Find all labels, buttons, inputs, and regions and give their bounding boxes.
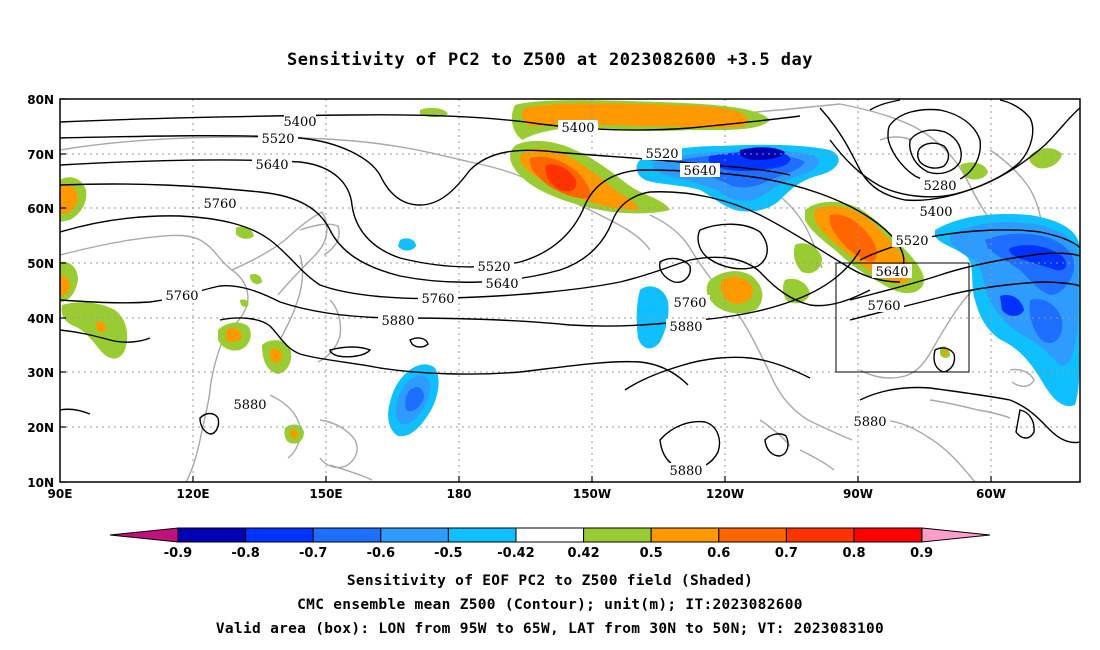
contour-label: 5880	[233, 398, 266, 413]
colorbar-label: -0.6	[367, 546, 395, 561]
contour-label: 5760	[867, 299, 900, 314]
colorbar-label: 0.6	[707, 546, 730, 561]
contour-label: 5400	[919, 205, 952, 220]
colorbar-cell	[177, 527, 247, 543]
lon-label: 150W	[573, 487, 611, 501]
contour-label: 5760	[673, 296, 706, 311]
shaded-sensitivity	[60, 100, 1080, 444]
contour-label: 5760	[421, 292, 454, 307]
contour-label: 5760	[165, 289, 198, 304]
contour-label: 5520	[895, 234, 928, 249]
colorbar-cell	[515, 527, 585, 543]
contour-label: 5520	[477, 260, 510, 275]
colorbar-cell	[650, 527, 720, 543]
lat-label: 10N	[27, 476, 54, 490]
colorbar-label: 0.8	[842, 546, 865, 561]
colorbar: -0.9 -0.8 -0.7 -0.6 -0.5 -0.42 0.42 0.5 0.6 0.7 0.…	[109, 527, 991, 561]
lon-label: 60W	[976, 487, 1006, 501]
lat-label: 70N	[27, 148, 54, 162]
z500-contours	[60, 99, 1080, 471]
colorbar-cell	[245, 527, 314, 543]
colorbar-cell	[718, 527, 787, 543]
colorbar-label: 0.7	[775, 546, 798, 561]
contour-label: 5640	[875, 265, 908, 280]
colorbar-label: 0.9	[910, 546, 933, 561]
contour-label: 5400	[561, 121, 594, 136]
colorbar-cell	[583, 527, 652, 543]
contour-label: 5880	[669, 464, 702, 479]
colorbar-label: 0.42	[568, 546, 600, 561]
colorbar-label: -0.8	[231, 546, 259, 561]
colorbar-cell	[312, 527, 382, 543]
contour-label: 5640	[255, 158, 288, 173]
colorbar-label: -0.9	[164, 546, 192, 561]
longitude-labels: 90E 120E 150E 180 150W 120W 90W 60W	[48, 487, 1006, 501]
contour-label: 5520	[261, 132, 294, 147]
colorbar-cell	[380, 527, 449, 543]
contour-label: 5520	[645, 147, 678, 162]
colorbar-cell	[785, 527, 855, 543]
colorbar-label: -0.5	[434, 546, 462, 561]
caption-line-2: CMC ensemble mean Z500 (Contour); unit(m…	[297, 597, 803, 613]
contour-label-group: 5400 5520 5640 5760 5400 5520 5640 5520 …	[162, 114, 960, 479]
contour-label: 5880	[381, 314, 414, 329]
lon-label: 120W	[706, 487, 744, 501]
colorbar-label: 0.5	[640, 546, 663, 561]
lat-label: 40N	[27, 312, 54, 326]
colorbar-label: -0.42	[497, 546, 534, 561]
map-title: Sensitivity of PC2 to Z500 at 2023082600…	[286, 50, 813, 70]
caption-line-3: Valid area (box): LON from 95W to 65W, L…	[215, 621, 885, 637]
lat-label: 50N	[27, 257, 54, 271]
valid-area-box	[835, 262, 970, 373]
lon-label: 150E	[309, 487, 342, 501]
contour-label: 5400	[283, 115, 316, 130]
lat-label: 80N	[27, 93, 54, 107]
contour-label: 5280	[923, 179, 956, 194]
colorbar-cell	[447, 527, 517, 543]
lon-label: 120E	[176, 487, 209, 501]
tick-marks	[60, 98, 992, 483]
lat-label: 30N	[27, 366, 54, 380]
contour-label: 5640	[485, 277, 518, 292]
contour-label: 5640	[683, 164, 716, 179]
latitude-labels: 80N 70N 60N 50N 40N 30N 20N 10N	[27, 93, 54, 490]
plot-frame	[59, 98, 1081, 483]
colorbar-label: -0.7	[299, 546, 327, 561]
contour-label: 5760	[203, 197, 236, 212]
colorbar-high-triangle	[921, 527, 991, 543]
lat-label: 20N	[27, 421, 54, 435]
contour-label: 5880	[669, 320, 702, 335]
caption-line-1: Sensitivity of EOF PC2 to Z500 field (Sh…	[346, 573, 754, 589]
lon-label: 180	[446, 487, 471, 501]
colorbar-cell	[853, 527, 923, 543]
colorbar-low-triangle	[109, 527, 179, 543]
lat-label: 60N	[27, 202, 54, 216]
contour-label: 5880	[853, 415, 886, 430]
lon-label: 90E	[48, 487, 73, 501]
lon-label: 90W	[843, 487, 873, 501]
